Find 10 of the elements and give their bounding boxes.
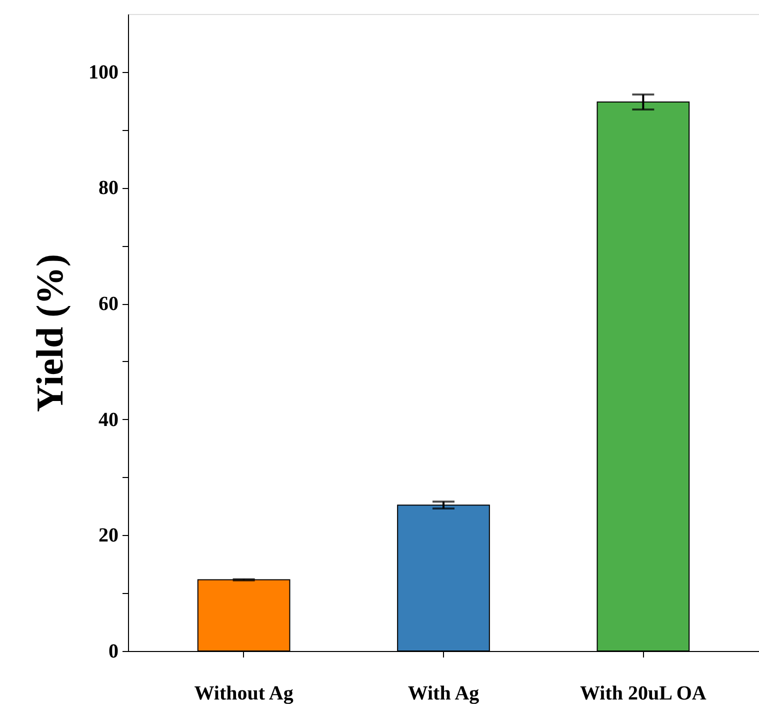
x-tick-label: With 20uL OA bbox=[580, 682, 707, 704]
x-tick-label: Without Ag bbox=[194, 682, 294, 704]
y-tick-label: 40 bbox=[98, 408, 118, 431]
x-tick-label: With Ag bbox=[408, 682, 480, 704]
y-tick-label: 0 bbox=[108, 640, 118, 662]
y-tick-label: 20 bbox=[98, 524, 118, 547]
y-tick-label: 80 bbox=[98, 177, 118, 200]
y-tick-label: 60 bbox=[98, 293, 118, 316]
y-axis-title: Yield (%) bbox=[30, 254, 72, 412]
y-tick-label: 100 bbox=[88, 61, 118, 84]
